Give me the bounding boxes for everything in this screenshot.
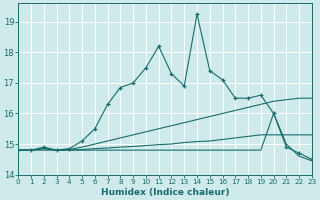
X-axis label: Humidex (Indice chaleur): Humidex (Indice chaleur) [101, 188, 229, 197]
